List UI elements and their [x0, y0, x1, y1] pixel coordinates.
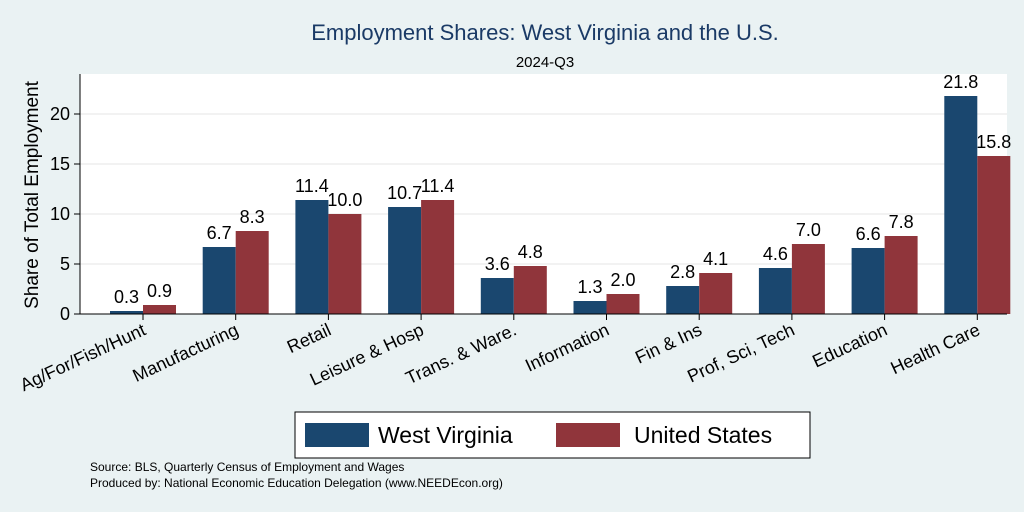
data-label-west-virginia-leisure-hosp: 10.7 [387, 183, 422, 203]
data-label-west-virginia-education: 6.6 [856, 224, 881, 244]
y-axis-label: Share of Total Employment [22, 80, 43, 308]
data-label-west-virginia-manufacturing: 6.7 [207, 223, 232, 243]
data-label-west-virginia-retail: 11.4 [295, 176, 329, 196]
y-tick-label: 10 [50, 204, 70, 224]
bar-west-virginia-manufacturing [202, 247, 236, 314]
bar-west-virginia-retail [295, 200, 329, 314]
legend-swatch-west-virginia [305, 423, 369, 447]
bar-united-states-trans-ware [513, 266, 547, 314]
data-label-united-states-trans-ware: 4.8 [518, 242, 543, 262]
data-label-west-virginia-fin-ins: 2.8 [670, 262, 695, 282]
data-label-united-states-education: 7.8 [889, 212, 914, 232]
data-label-united-states-information: 2.0 [610, 270, 635, 290]
data-label-united-states-manufacturing: 8.3 [240, 207, 265, 227]
data-label-united-states-health-care: 15.8 [976, 132, 1011, 152]
data-label-west-virginia-trans-ware: 3.6 [485, 254, 510, 274]
bar-west-virginia-fin-ins [666, 286, 700, 314]
bar-united-states-health-care [977, 156, 1011, 314]
bar-united-states-manufacturing [235, 231, 269, 314]
bar-united-states-ag-for-fish-hunt [143, 305, 176, 314]
data-label-united-states-retail: 10.0 [327, 190, 362, 210]
bar-united-states-retail [328, 214, 362, 314]
bar-west-virginia-health-care [944, 96, 978, 314]
data-label-united-states-fin-ins: 4.1 [703, 249, 728, 269]
data-label-west-virginia-ag-for-fish-hunt: 0.3 [114, 287, 139, 307]
bars [110, 96, 1011, 314]
data-labels: 0.36.711.4 10.73.61.32.84.66.621.80.98.31… [114, 72, 1011, 307]
y-ticks: 0 5 10 15 20 [50, 104, 80, 324]
bar-west-virginia-leisure-hosp [388, 207, 422, 314]
data-label-united-states-leisure-hosp: 11.4 [421, 176, 455, 196]
produced-note: Produced by: National Economic Education… [90, 476, 503, 490]
bar-united-states-prof-sci-tech [791, 244, 825, 314]
y-tick-label: 15 [50, 154, 70, 174]
data-label-west-virginia-health-care: 21.8 [943, 72, 978, 92]
legend: West Virginia United States [294, 411, 811, 459]
chart-title: Employment Shares: West Virginia and the… [311, 20, 779, 45]
legend-label-west-virginia: West Virginia [378, 422, 513, 448]
legend-label-united-states: United States [634, 422, 772, 448]
source-note: Source: BLS, Quarterly Census of Employm… [90, 460, 404, 474]
data-label-west-virginia-information: 1.3 [577, 277, 602, 297]
data-label-united-states-prof-sci-tech: 7.0 [796, 220, 821, 240]
data-label-west-virginia-prof-sci-tech: 4.6 [763, 244, 788, 264]
bar-united-states-leisure-hosp [421, 200, 455, 314]
bar-west-virginia-prof-sci-tech [758, 268, 792, 314]
bar-united-states-education [884, 236, 918, 314]
chart-subtitle: 2024-Q3 [516, 54, 574, 71]
data-label-united-states-ag-for-fish-hunt: 0.9 [147, 281, 172, 301]
bar-west-virginia-trans-ware [480, 278, 514, 314]
bar-west-virginia-ag-for-fish-hunt [110, 311, 143, 314]
y-tick-label: 5 [60, 254, 70, 274]
y-tick-label: 0 [60, 304, 70, 324]
legend-swatch-united-states [556, 423, 620, 447]
bar-united-states-fin-ins [699, 273, 733, 314]
legend-box [294, 411, 811, 459]
bar-west-virginia-education [851, 248, 885, 314]
y-tick-label: 20 [50, 104, 70, 124]
bar-west-virginia-information [573, 301, 607, 314]
bar-united-states-information [606, 294, 640, 314]
